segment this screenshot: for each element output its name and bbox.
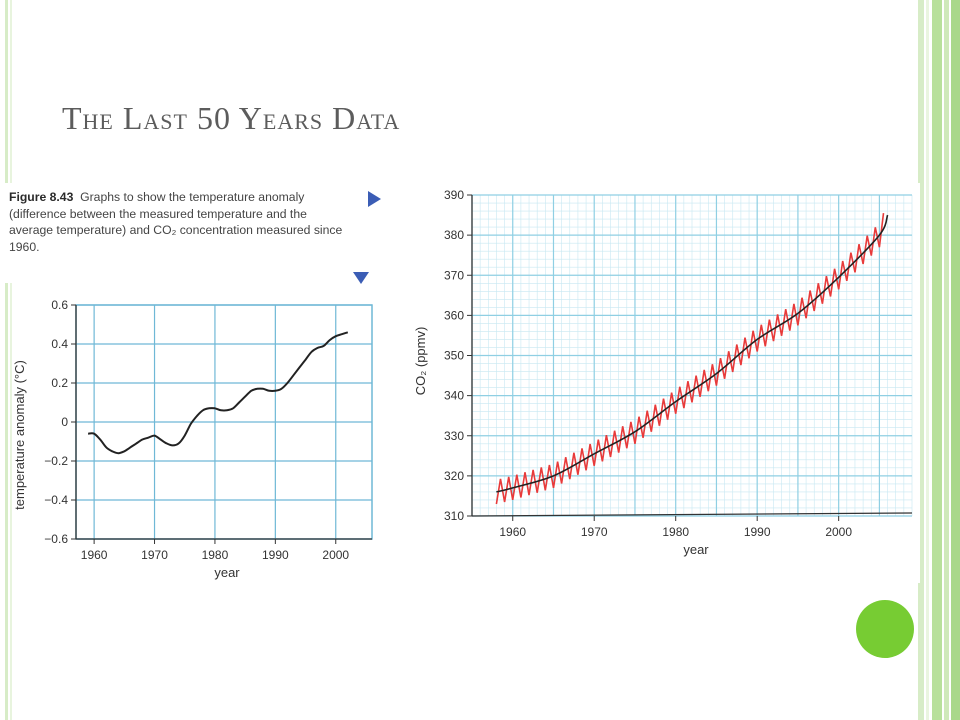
- co2-x-tick-label: 1980: [662, 525, 689, 539]
- temp-y-tick-label: 0: [61, 415, 68, 429]
- temp-x-tick-label: 1970: [141, 548, 168, 562]
- figure-caption-panel: [0, 183, 382, 283]
- co2-trend-line: [496, 214, 889, 493]
- left-accent-rule: [5, 0, 8, 720]
- triangle-right-icon: [368, 191, 381, 207]
- temp-y-tick-label: −0.6: [44, 532, 68, 546]
- co2-x-tick-label: 1970: [581, 525, 608, 539]
- temp-x-axis-label: year: [214, 565, 240, 580]
- temperature-anomaly-chart: temperature anomaly (°C) year 0.6 0.4 0.2 0…: [12, 298, 373, 580]
- co2-y-tick-label: 360: [444, 308, 464, 322]
- co2-x-axis-label: year: [683, 542, 709, 557]
- co2-y-tick-label: 330: [444, 429, 464, 443]
- co2-x-tick-label: 2000: [825, 525, 852, 539]
- co2-y-tick-label: 350: [444, 349, 464, 363]
- slide-title: The Last 50 Years Data: [62, 100, 401, 136]
- temp-anomaly-line: [88, 331, 349, 455]
- green-circle-bullet: [856, 600, 914, 658]
- temp-y-tick-label: 0.2: [51, 376, 68, 390]
- co2-x-tick-label: 1960: [499, 525, 526, 539]
- co2-y-tick-label: 310: [444, 509, 464, 523]
- co2-chart: CO₂ (ppmv) year 390 380 370 360 350 340 330 320…: [400, 183, 920, 583]
- co2-x-axis: [471, 512, 913, 517]
- temp-y-axis-label: temperature anomaly (°C): [12, 360, 27, 510]
- figure-caption: Figure 8.43 Graphs to show the temperatu…: [9, 189, 354, 255]
- figure-label: Figure 8.43: [9, 190, 74, 204]
- co2-y-tick-label: 320: [444, 469, 464, 483]
- triangle-down-icon: [353, 272, 369, 284]
- co2-y-axis-label: CO₂ (ppmv): [413, 327, 428, 396]
- temp-y-tick-label: 0.4: [51, 337, 68, 351]
- co2-x-tick-label: 1990: [744, 525, 771, 539]
- temp-x-tick-label: 1990: [262, 548, 289, 562]
- temp-y-tick-label: −0.4: [44, 493, 68, 507]
- temp-x-tick-label: 1960: [81, 548, 108, 562]
- temp-y-tick-label: −0.2: [44, 454, 68, 468]
- co2-y-tick-label: 340: [444, 389, 464, 403]
- temp-x-tick-label: 2000: [322, 548, 349, 562]
- figure-caption-text: Graphs to show the temperature anomaly (…: [9, 190, 343, 254]
- co2-y-tick-label: 370: [444, 268, 464, 282]
- temp-y-tick-label: 0.6: [51, 298, 68, 312]
- temp-x-tick-label: 1980: [202, 548, 229, 562]
- co2-y-tick-label: 380: [444, 228, 464, 242]
- right-accent-stripes: [918, 0, 960, 720]
- left-accent-rule-inner: [10, 0, 12, 720]
- co2-y-tick-label: 390: [444, 188, 464, 202]
